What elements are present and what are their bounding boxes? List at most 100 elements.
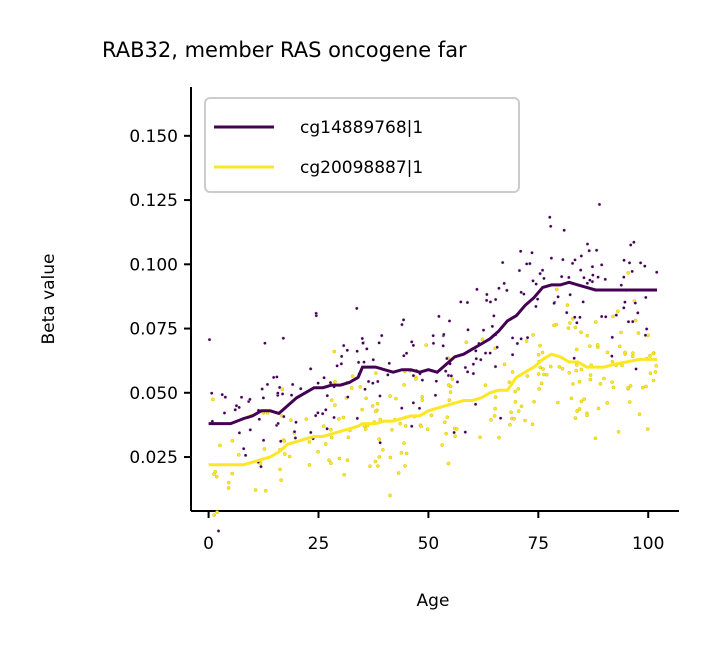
scatter-point-series-1 bbox=[602, 376, 606, 381]
scatter-point-series-0 bbox=[471, 362, 476, 366]
scatter-point-series-1 bbox=[329, 435, 334, 440]
scatter-point-series-0 bbox=[530, 250, 534, 255]
scatter-point-series-1 bbox=[419, 424, 424, 429]
scatter-point-series-1 bbox=[579, 399, 584, 404]
scatter-point-series-0 bbox=[518, 249, 523, 254]
scatter-point-series-0 bbox=[632, 240, 636, 245]
scatter-point-series-0 bbox=[510, 336, 515, 340]
scatter-point-series-0 bbox=[345, 348, 350, 353]
scatter-point-series-1 bbox=[513, 400, 518, 404]
scatter-point-series-0 bbox=[644, 295, 648, 300]
scatter-point-series-0 bbox=[361, 341, 365, 345]
scatter-point-series-1 bbox=[626, 385, 630, 390]
scatter-point-series-1 bbox=[585, 333, 590, 338]
scatter-point-series-0 bbox=[519, 290, 523, 295]
scatter-point-series-0 bbox=[263, 341, 267, 345]
scatter-point-series-0 bbox=[524, 262, 529, 266]
trend-lines bbox=[208, 280, 657, 467]
scatter-point-series-1 bbox=[574, 347, 579, 352]
scatter-point-series-1 bbox=[388, 493, 392, 498]
scatter-point-series-0 bbox=[519, 337, 523, 341]
scatter-point-series-1 bbox=[329, 461, 333, 465]
scatter-point-series-1 bbox=[611, 314, 615, 319]
scatter-point-series-0 bbox=[207, 337, 212, 342]
scatter-point-series-1 bbox=[280, 387, 285, 392]
chart-title: RAB32, member RAS oncogene far bbox=[102, 38, 467, 62]
scatter-point-series-1 bbox=[448, 384, 453, 389]
scatter-point-series-0 bbox=[540, 268, 545, 272]
scatter-point-series-0 bbox=[628, 243, 633, 247]
scatter-point-series-1 bbox=[507, 380, 512, 384]
scatter-point-series-0 bbox=[548, 224, 553, 229]
scatter-point-series-1 bbox=[283, 452, 287, 456]
scatter-point-series-0 bbox=[280, 392, 285, 396]
scatter-point-series-0 bbox=[603, 314, 608, 319]
scatter-point-series-1 bbox=[211, 397, 215, 402]
scatter-point-series-0 bbox=[502, 281, 506, 286]
scatter-point-series-1 bbox=[525, 374, 530, 378]
scatter-point-series-0 bbox=[542, 276, 546, 281]
scatter-point-series-1 bbox=[363, 427, 368, 431]
scatter-point-series-1 bbox=[304, 417, 309, 421]
scatter-point-series-0 bbox=[449, 374, 454, 378]
scatter-point-series-1 bbox=[399, 451, 404, 455]
scatter-point-series-0 bbox=[271, 375, 276, 380]
scatter-point-series-1 bbox=[651, 378, 656, 383]
scatter-point-series-1 bbox=[536, 353, 541, 357]
scatter-point-series-1 bbox=[596, 406, 601, 411]
scatter-point-series-1 bbox=[654, 364, 659, 368]
scatter-point-series-0 bbox=[234, 403, 239, 408]
scatter-point-series-1 bbox=[574, 368, 579, 373]
scatter-point-series-0 bbox=[579, 254, 584, 258]
scatter-point-series-1 bbox=[544, 373, 549, 377]
scatter-point-series-1 bbox=[447, 398, 452, 402]
scatter-point-series-0 bbox=[441, 344, 445, 348]
scatter-point-series-0 bbox=[355, 416, 360, 421]
scatter-point-series-1 bbox=[645, 427, 650, 431]
scatter-point-series-0 bbox=[355, 349, 359, 354]
scatter-point-series-1 bbox=[454, 427, 459, 431]
scatter-point-series-1 bbox=[593, 320, 598, 324]
scatter-point-series-0 bbox=[411, 343, 416, 348]
scatter-point-series-1 bbox=[588, 344, 592, 348]
scatter-point-series-1 bbox=[513, 389, 518, 394]
scatter-point-series-0 bbox=[528, 261, 532, 266]
scatter-point-series-0 bbox=[366, 379, 371, 384]
scatter-point-series-0 bbox=[549, 256, 554, 260]
scatter-point-series-1 bbox=[493, 395, 498, 399]
scatter-point-series-1 bbox=[651, 351, 656, 356]
scatter-point-series-1 bbox=[538, 365, 543, 370]
scatter-point-series-1 bbox=[627, 400, 632, 404]
scatter-point-series-1 bbox=[579, 367, 584, 372]
scatter-point-series-1 bbox=[289, 418, 293, 422]
scatter-point-series-1 bbox=[327, 458, 331, 462]
scatter-point-series-0 bbox=[465, 370, 470, 374]
scatter-point-series-1 bbox=[282, 439, 287, 443]
scatter-point-series-0 bbox=[356, 360, 361, 365]
scatter-point-series-1 bbox=[464, 340, 469, 345]
scatter-point-series-0 bbox=[289, 393, 294, 397]
scatter-point-series-1 bbox=[573, 325, 578, 330]
scatter-point-series-0 bbox=[371, 381, 375, 385]
scatter-point-series-1 bbox=[537, 387, 541, 391]
scatter-point-series-1 bbox=[593, 436, 598, 441]
y-tick-label: 0.075 bbox=[129, 320, 178, 340]
ticks: 0 25 50 75 100 0.025 0.050 0.075 0.100 0.125 0.150 bbox=[129, 127, 664, 554]
scatter-point-series-1 bbox=[212, 513, 216, 517]
scatter-point-series-0 bbox=[376, 379, 380, 384]
scatter-point-series-1 bbox=[556, 400, 560, 405]
scatter-point-series-1 bbox=[532, 399, 536, 404]
scatter-point-series-0 bbox=[386, 373, 390, 377]
scatter-point-series-1 bbox=[577, 379, 582, 384]
scatter-point-series-1 bbox=[577, 407, 582, 411]
scatter-point-series-0 bbox=[442, 332, 446, 337]
scatter-point-series-1 bbox=[307, 440, 312, 444]
scatter-point-series-0 bbox=[298, 386, 303, 391]
scatter-point-series-1 bbox=[610, 380, 614, 384]
scatter-point-series-0 bbox=[630, 319, 635, 324]
scatter-point-series-0 bbox=[209, 391, 214, 395]
scatter-point-series-1 bbox=[569, 396, 574, 401]
scatter-point-series-1 bbox=[571, 382, 575, 386]
scatter-point-series-0 bbox=[572, 315, 577, 320]
scatter-point-series-1 bbox=[278, 467, 282, 472]
